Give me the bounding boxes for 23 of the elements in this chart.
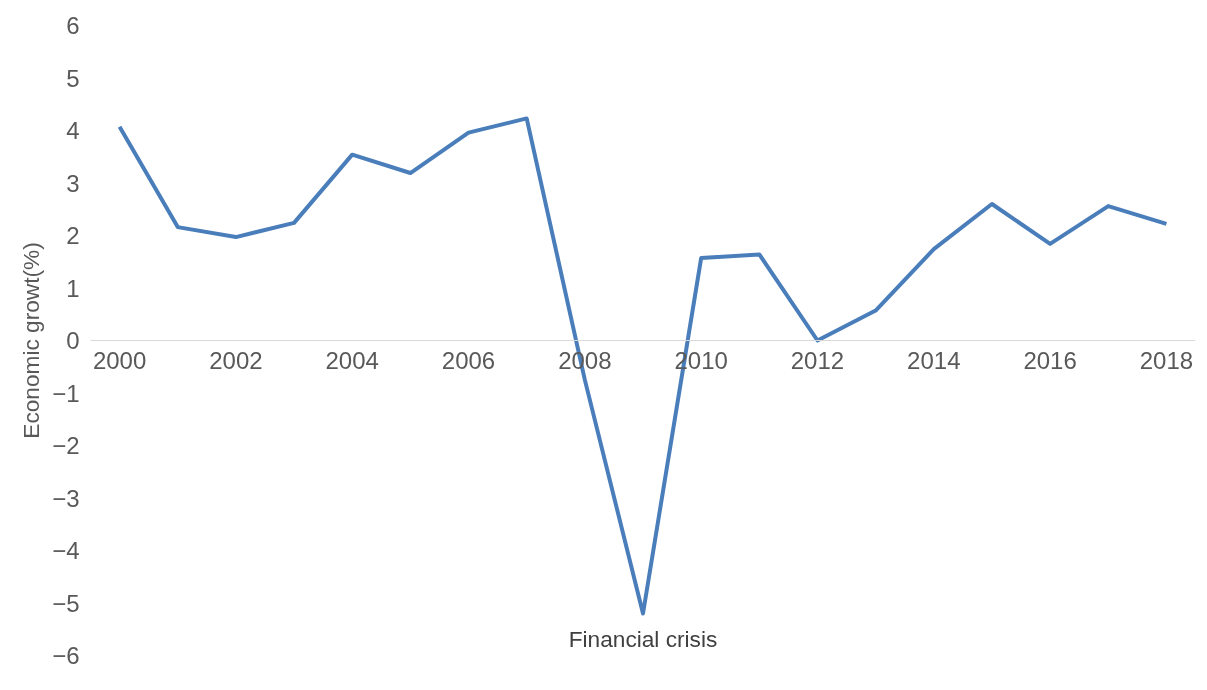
- x-tick-label: 2000: [92, 346, 147, 374]
- x-tick-label: 2018: [1139, 346, 1194, 374]
- y-tick-label: 2: [66, 222, 80, 249]
- y-tick-label: 3: [66, 169, 80, 197]
- y-axis-title: Economic growt(%): [18, 242, 45, 439]
- x-tick-label: 2004: [325, 346, 379, 374]
- x-tick-label: 2002: [209, 346, 263, 374]
- y-tick-label: 1: [66, 274, 80, 302]
- y-tick-label: 4: [66, 117, 80, 144]
- x-tick-label: 2016: [1023, 346, 1077, 374]
- y-tick-label: −6: [52, 642, 80, 669]
- y-tick-label: −5: [52, 589, 80, 617]
- x-tick-label: 2006: [441, 346, 496, 374]
- y-tick-label: 0: [66, 327, 80, 354]
- y-tick-label: 6: [66, 12, 80, 39]
- y-tick-label: −1: [52, 379, 80, 407]
- y-tick-label: −3: [52, 484, 80, 512]
- y-tick-label: 5: [66, 64, 80, 92]
- y-tick-label: −4: [52, 537, 80, 564]
- x-tick-label: 2012: [790, 346, 845, 374]
- annotation: Financial crisis: [568, 625, 718, 652]
- y-tick-label: −2: [52, 432, 80, 459]
- x-tick-label: 2014: [907, 346, 961, 374]
